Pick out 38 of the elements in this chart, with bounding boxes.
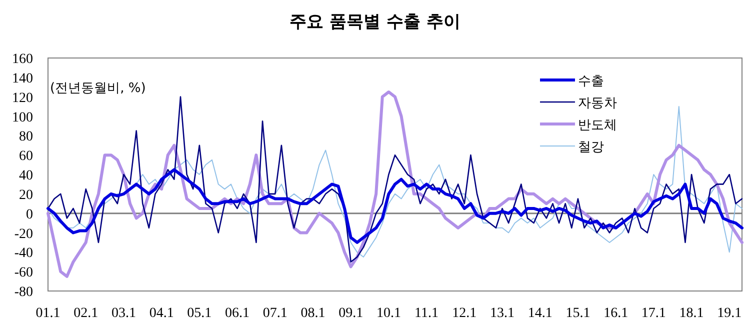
y-tick-label: 20 bbox=[19, 188, 33, 203]
y-tick-label: 120 bbox=[12, 90, 33, 106]
x-tick-label: 04.1 bbox=[149, 306, 174, 321]
x-tick-label: 06.1 bbox=[225, 306, 250, 321]
y-tick-label: 80 bbox=[19, 130, 33, 145]
x-tick-label: 10.1 bbox=[376, 306, 401, 321]
annotation: (전년동월비, %) bbox=[50, 81, 146, 96]
x-tick-label: 16.1 bbox=[604, 306, 628, 321]
y-tick-label: -20 bbox=[14, 226, 33, 242]
legend-label: 수출 bbox=[578, 74, 604, 89]
y-tick-label: 40 bbox=[19, 168, 33, 184]
x-tick-label: 05.1 bbox=[187, 306, 212, 321]
legend-label: 반도체 bbox=[578, 118, 617, 133]
x-tick-label: 18.1 bbox=[679, 306, 704, 321]
y-tick-label: -80 bbox=[14, 285, 33, 300]
y-tick-label: 100 bbox=[12, 110, 33, 126]
x-tick-label: 03.1 bbox=[111, 306, 136, 321]
x-tick-label: 07.1 bbox=[262, 306, 288, 321]
x-tick-label: 02.1 bbox=[74, 306, 98, 321]
y-tick-label: 160 bbox=[12, 52, 33, 67]
x-tick-label: 15.1 bbox=[566, 306, 590, 321]
x-tick-label: 11.1 bbox=[414, 306, 439, 321]
legend-label: 자동차 bbox=[578, 96, 617, 111]
x-tick-label: 08.1 bbox=[300, 306, 326, 321]
y-tick-label: 60 bbox=[19, 149, 33, 164]
title: 주요 품목별 수출 추이 bbox=[290, 12, 460, 32]
x-tick-label: 17.1 bbox=[641, 306, 666, 321]
y-tick-label: -40 bbox=[14, 246, 33, 262]
x-tick-label: 12.1 bbox=[452, 306, 477, 321]
legend-label: 철강 bbox=[578, 140, 604, 155]
x-tick-label: 13.1 bbox=[490, 306, 515, 321]
y-tick-label: 140 bbox=[12, 71, 33, 86]
x-tick-label: 09.1 bbox=[338, 306, 364, 321]
y-tick-label: -60 bbox=[14, 266, 33, 281]
y-tick-label: 0 bbox=[26, 207, 33, 222]
x-tick-label: 01.1 bbox=[36, 306, 60, 321]
x-tick-label: 19.1 bbox=[717, 306, 742, 321]
x-tick-label: 14.1 bbox=[528, 306, 552, 321]
